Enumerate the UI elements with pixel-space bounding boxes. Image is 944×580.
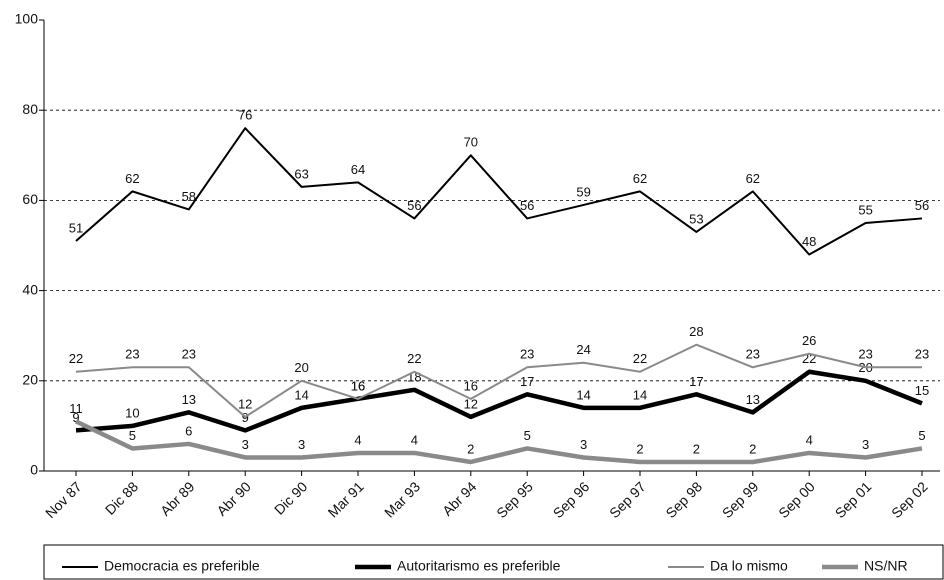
data-label: 22 xyxy=(69,351,83,366)
data-label: 13 xyxy=(182,392,196,407)
data-label: 3 xyxy=(862,437,869,452)
x-tick-label: Mar 93 xyxy=(381,478,423,520)
series-line xyxy=(75,343,922,418)
data-label: 11 xyxy=(69,401,83,416)
x-tick-label: Sep 02 xyxy=(888,478,931,521)
data-label: 51 xyxy=(69,220,83,235)
data-label: 62 xyxy=(746,171,760,186)
data-label: 4 xyxy=(354,432,361,447)
x-tick-label: Sep 96 xyxy=(550,478,593,521)
y-tick-label: 0 xyxy=(30,462,38,478)
data-label: 15 xyxy=(915,383,929,398)
data-label: 5 xyxy=(918,428,925,443)
data-label: 48 xyxy=(802,234,816,249)
data-label: 2 xyxy=(467,441,474,456)
data-label: 2 xyxy=(693,441,700,456)
y-tick-label: 60 xyxy=(22,191,38,207)
data-label: 23 xyxy=(125,347,139,362)
data-label: 5 xyxy=(129,428,136,443)
legend-label: NS/NR xyxy=(864,558,908,574)
data-label: 23 xyxy=(746,347,760,362)
data-label: 16 xyxy=(351,378,365,393)
x-tick-label: Dic 88 xyxy=(102,478,142,518)
data-label: 14 xyxy=(633,387,647,402)
data-label: 56 xyxy=(520,198,534,213)
data-label: 10 xyxy=(125,405,139,420)
legend-label: Democracia es preferible xyxy=(104,558,260,574)
x-tick-label: Sep 01 xyxy=(832,478,875,521)
data-label: 64 xyxy=(351,162,365,177)
data-label: 59 xyxy=(576,184,590,199)
x-tick-label: Abr 90 xyxy=(213,478,254,519)
data-label: 28 xyxy=(689,324,703,339)
data-label: 76 xyxy=(238,108,252,123)
series-line xyxy=(75,127,923,256)
data-label: 55 xyxy=(858,202,872,217)
data-label: 23 xyxy=(915,347,929,362)
x-tick-label: Abr 94 xyxy=(439,478,480,519)
data-label: 62 xyxy=(125,171,139,186)
x-tick-label: Sep 95 xyxy=(493,478,536,521)
data-label: 5 xyxy=(524,428,531,443)
data-label: 2 xyxy=(636,441,643,456)
data-label: 22 xyxy=(407,351,421,366)
data-label: 3 xyxy=(242,437,249,452)
legend-box xyxy=(43,544,944,580)
data-label: 13 xyxy=(746,392,760,407)
series-line xyxy=(75,369,923,433)
data-label: 53 xyxy=(689,211,703,226)
data-label: 4 xyxy=(806,432,813,447)
data-label: 70 xyxy=(464,135,478,150)
data-label: 23 xyxy=(520,347,534,362)
x-tick-label: Sep 00 xyxy=(775,478,818,521)
data-label: 16 xyxy=(351,378,365,393)
data-label: 62 xyxy=(633,171,647,186)
data-label: 26 xyxy=(802,333,816,348)
data-label: 17 xyxy=(520,374,534,389)
data-label: 3 xyxy=(580,437,587,452)
legend-label: Da lo mismo xyxy=(710,558,788,574)
y-tick-label: 20 xyxy=(22,372,38,388)
series-line xyxy=(75,419,923,465)
data-label: 16 xyxy=(464,378,478,393)
y-tick-label: 40 xyxy=(22,281,38,297)
x-tick-label: Abr 89 xyxy=(157,478,198,519)
data-label: 9 xyxy=(72,410,79,425)
x-tick-label: Sep 98 xyxy=(662,478,705,521)
x-tick-label: Mar 91 xyxy=(325,478,367,520)
data-label: 2 xyxy=(749,441,756,456)
data-label: 12 xyxy=(238,396,252,411)
data-label: 56 xyxy=(407,198,421,213)
x-tick-label: Sep 97 xyxy=(606,478,649,521)
data-label: 24 xyxy=(576,342,590,357)
data-label: 14 xyxy=(294,387,308,402)
x-tick-label: Nov 87 xyxy=(42,478,85,521)
data-label: 17 xyxy=(689,374,703,389)
data-label: 22 xyxy=(633,351,647,366)
data-label: 6 xyxy=(185,423,192,438)
y-tick-label: 100 xyxy=(15,11,39,27)
data-label: 20 xyxy=(294,360,308,375)
y-tick-label: 80 xyxy=(22,101,38,117)
data-label: 3 xyxy=(298,437,305,452)
data-label: 23 xyxy=(858,347,872,362)
data-label: 58 xyxy=(182,189,196,204)
data-label: 14 xyxy=(576,387,590,402)
data-label: 56 xyxy=(915,198,929,213)
data-label: 12 xyxy=(464,396,478,411)
data-label: 4 xyxy=(411,432,418,447)
x-tick-label: Sep 99 xyxy=(719,478,762,521)
x-tick-label: Dic 90 xyxy=(271,478,311,518)
data-label: 23 xyxy=(182,347,196,362)
legend-label: Autoritarismo es preferible xyxy=(397,558,561,574)
data-label: 63 xyxy=(294,166,308,181)
